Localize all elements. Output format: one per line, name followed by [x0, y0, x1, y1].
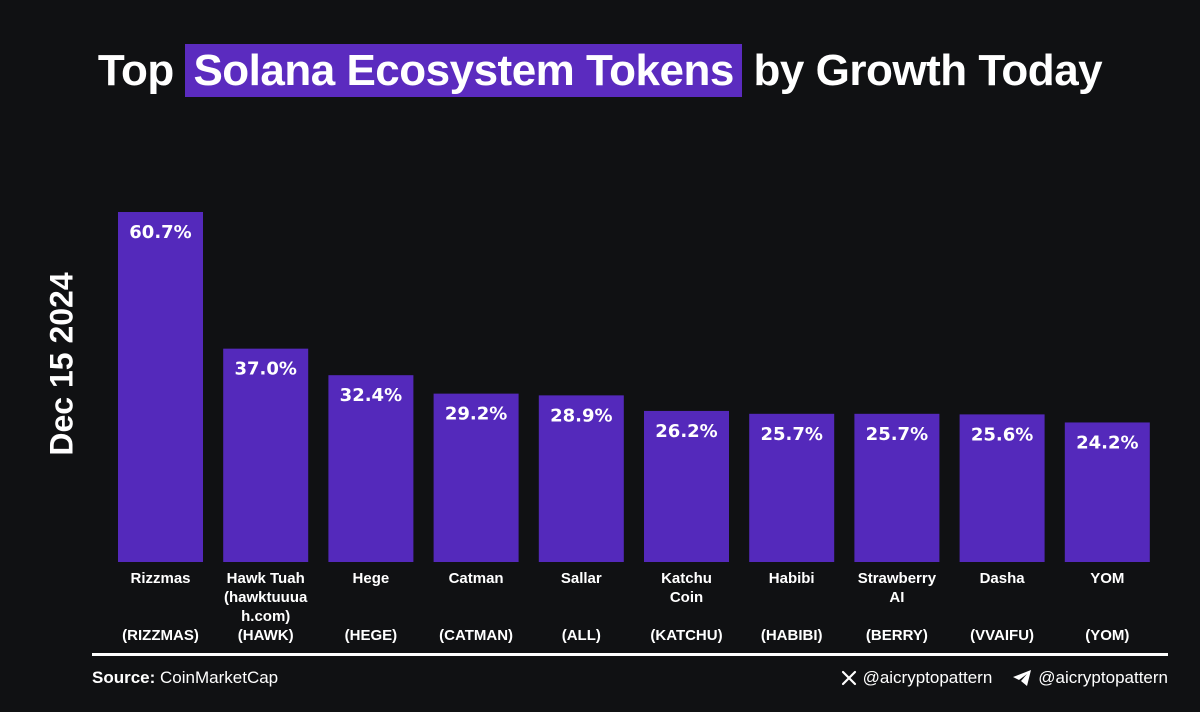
bar [328, 375, 414, 562]
title-highlight: Solana Ecosystem Tokens [185, 44, 742, 97]
category-label: Catman [449, 570, 504, 587]
data-label: 24.2% [1076, 432, 1138, 453]
x-handle-text: @aicryptopattern [862, 668, 993, 687]
category-ticker: (HAWK) [238, 627, 294, 644]
bar [644, 410, 729, 562]
data-label: 25.6% [971, 424, 1033, 445]
category-label: YOM [1090, 570, 1124, 587]
bar [433, 393, 519, 562]
category-label: Dasha [980, 570, 1026, 587]
bar [959, 414, 1045, 562]
category-ticker: (BERRY) [866, 627, 928, 644]
category-label: h.com) [241, 608, 290, 625]
category-ticker: (HEGE) [345, 627, 398, 644]
category-label: Hawk Tuah [227, 570, 305, 587]
category-label: Habibi [769, 570, 815, 587]
bar [538, 395, 624, 562]
category-label: AI [889, 589, 904, 606]
title-before: Top [97, 46, 174, 95]
category-ticker: (HABIBI) [761, 627, 823, 644]
telegram-handle-text: @aicryptopattern [1038, 668, 1168, 687]
category-label: Rizzmas [130, 570, 190, 587]
bar [854, 413, 940, 562]
data-label: 28.9% [550, 405, 612, 426]
category-label: Katchu [661, 570, 712, 587]
category-label: Coin [670, 589, 703, 606]
social-handles: @aicryptopattern @aicryptopattern [821, 668, 1168, 688]
category-label: Hege [353, 570, 390, 587]
title-after: by Growth Today [753, 46, 1103, 95]
bar [118, 212, 203, 562]
source-value: CoinMarketCap [160, 668, 279, 687]
chart-title: Top Solana Ecosystem Tokens by Growth To… [0, 44, 1200, 97]
data-label: 32.4% [340, 385, 402, 406]
category-ticker: (YOM) [1085, 627, 1129, 644]
category-ticker: (ALL) [562, 627, 601, 644]
bar [223, 348, 309, 562]
telegram-icon [1013, 670, 1032, 686]
x-icon [841, 670, 856, 686]
category-ticker: (KATCHU) [650, 627, 722, 644]
category-ticker: (VVAIFU) [970, 627, 1034, 644]
data-label: 60.7% [129, 222, 191, 243]
data-label: 26.2% [655, 421, 717, 442]
source-label: Source: [92, 668, 156, 687]
data-label: 25.7% [760, 424, 822, 445]
bar [1064, 422, 1150, 562]
bar [749, 413, 835, 562]
category-label: Sallar [561, 570, 602, 587]
data-label: 29.2% [445, 404, 507, 425]
divider-line [92, 653, 1168, 656]
source-credit: Source: CoinMarketCap [92, 668, 278, 688]
category-ticker: (RIZZMAS) [122, 627, 199, 644]
category-label: (hawktuuua [224, 589, 308, 606]
x-handle[interactable]: @aicryptopattern [841, 668, 993, 688]
data-label: 37.0% [234, 359, 296, 380]
category-ticker: (CATMAN) [439, 627, 513, 644]
category-label: Strawberry [858, 570, 937, 587]
data-label: 25.7% [866, 424, 928, 445]
telegram-handle[interactable]: @aicryptopattern [1012, 668, 1168, 688]
